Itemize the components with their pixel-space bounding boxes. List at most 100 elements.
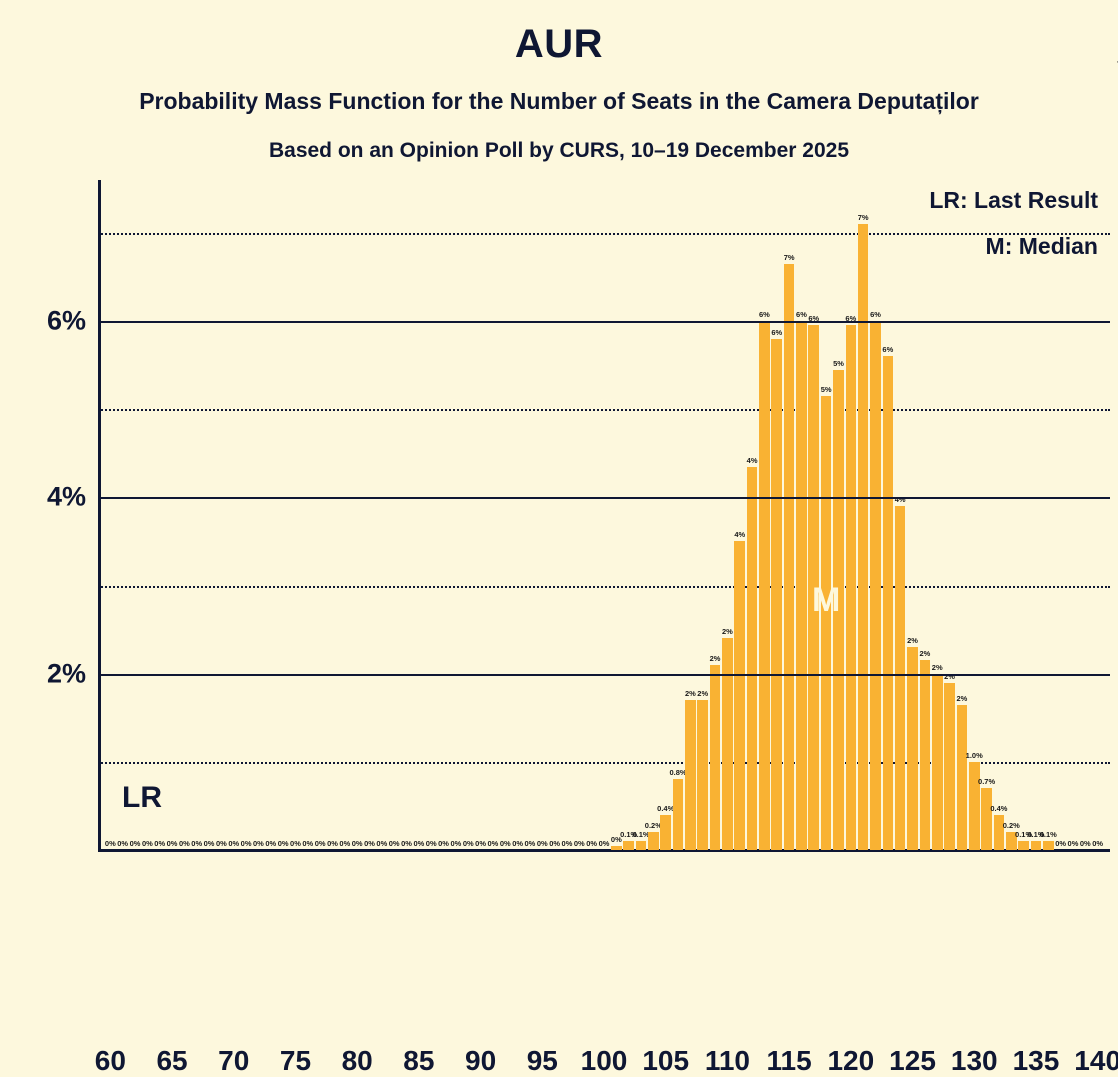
x-axis-line [98, 849, 1110, 852]
y-axis-tick-label: 6% [46, 305, 86, 336]
bar [882, 356, 894, 850]
bar [771, 338, 783, 850]
bar [968, 761, 980, 850]
bar-value-label: 0% [215, 839, 227, 848]
bar-value-label: 0% [524, 839, 536, 848]
bar-value-label: 0.4% [990, 803, 1008, 813]
bar-value-label: 0% [425, 839, 437, 848]
bar-value-label: 0% [141, 839, 153, 848]
bar-value-label: 6% [870, 310, 881, 320]
bar-value-label: 6% [845, 314, 857, 324]
x-axis-tick-label: 140 [1074, 1045, 1118, 1076]
bar-value-label: 0% [450, 839, 462, 848]
bar-value-label: 0.1% [620, 830, 638, 840]
bar [722, 638, 733, 850]
bar-value-label: 0% [240, 839, 252, 848]
bar-value-label: 0% [376, 839, 388, 848]
bar-value-label: 0% [104, 839, 116, 848]
bar [746, 466, 758, 850]
bar [981, 788, 992, 850]
bar-value-label: 0% [302, 839, 314, 848]
bar [1030, 841, 1042, 850]
bar [709, 664, 721, 850]
bar-value-label: 0% [573, 839, 585, 848]
bar-value-label: 2% [684, 689, 696, 699]
plot-area: 0% 0% 0% 0% 0% 0% 0% 0% 0% 0% 0% 0% 0% 0% 0% 0% 0% 0% 0% 0%… [47, 180, 1118, 1076]
x-axis-tick-label: 60 [94, 1045, 126, 1076]
x-axis-tick-label: 95 [526, 1045, 558, 1076]
chart-subtitle-primary: Probability Mass Function for the Number… [139, 88, 979, 114]
bar-value-label: 5% [833, 358, 844, 368]
bar-value-label: 0% [290, 839, 301, 848]
bar-value-label: 6% [882, 345, 894, 355]
gridline-dotted-3 [98, 585, 1110, 588]
y-axis-line [98, 180, 101, 852]
bar [611, 845, 622, 850]
bar-value-label: 2% [956, 693, 968, 703]
bar [870, 321, 881, 850]
bar [820, 396, 832, 850]
bar-value-label: 0.7% [978, 777, 996, 787]
bar-value-label: 0% [388, 839, 400, 848]
gridline-solid-4 [98, 497, 1110, 500]
bar [808, 325, 820, 850]
bar [734, 541, 746, 850]
bar-value-label: 0% [339, 839, 351, 848]
bar [672, 779, 684, 850]
bar [944, 682, 955, 850]
bar-value-label: 0% [413, 839, 425, 848]
bar-value-label: 0% [228, 839, 240, 848]
chart-root: AUR Probability Mass Function for the Nu… [47, 6, 1118, 1076]
bar [833, 369, 844, 850]
bar-value-label: 0.1% [632, 830, 650, 840]
bar [1018, 841, 1029, 850]
bar-value-label: 0% [265, 839, 277, 848]
bar-value-label: 0.2% [644, 821, 662, 831]
gridline-dotted-7 [98, 232, 1110, 235]
bar-value-label: 0% [203, 839, 215, 848]
bar-value-label: 0% [438, 839, 449, 848]
median-marker: M [811, 580, 841, 619]
bar-value-label: 2% [709, 653, 721, 663]
bar-value-label: 0% [549, 839, 561, 848]
bar-value-label: 0% [351, 839, 363, 848]
bar [759, 321, 770, 850]
bar-value-label: 6% [808, 314, 820, 324]
bar [956, 704, 968, 850]
bar-value-label: 2% [931, 662, 943, 672]
bar-value-label: 0.1% [1039, 830, 1057, 840]
bar-value-label: 0% [191, 839, 203, 848]
bar-value-label: 0.8% [669, 768, 687, 778]
bar-value-label: 0% [475, 839, 486, 848]
bar-value-label: 0% [586, 839, 598, 848]
bar-value-label: 0% [598, 839, 610, 848]
gridline-dotted-1 [98, 761, 1110, 764]
bar [931, 673, 943, 850]
bar-value-label: 0% [277, 839, 289, 848]
bar [660, 814, 671, 850]
bar [894, 506, 906, 850]
bar-value-label: 0% [610, 834, 622, 844]
bar-value-label: 0% [166, 839, 178, 848]
bar-value-label: 0% [364, 839, 375, 848]
bar-value-label: 0% [512, 839, 524, 848]
bar-value-label: 4% [734, 530, 746, 540]
bar-value-label: 0% [462, 839, 474, 848]
bar-value-label: 4% [894, 495, 906, 505]
bar-value-label: 0% [1079, 839, 1091, 848]
gridline-solid-6 [98, 321, 1110, 324]
bar-value-label: 0% [154, 839, 166, 848]
x-axis-tick-label: 65 [156, 1045, 188, 1076]
bar-value-label: 0% [117, 839, 129, 848]
bar [845, 325, 857, 850]
x-axis-tick-label: 135 [1012, 1045, 1060, 1076]
x-axis-tick-label: 105 [642, 1045, 690, 1076]
bar [1042, 841, 1054, 850]
bar [648, 832, 659, 850]
y-axis-tick-label: 2% [46, 658, 86, 689]
bar-value-label: 0% [1092, 839, 1104, 848]
last-result-marker: LR [122, 781, 162, 815]
x-axis-tick-label: 120 [827, 1045, 875, 1076]
bar-value-label: 0.1% [1015, 830, 1033, 840]
bar-value-label: 2% [697, 689, 709, 699]
